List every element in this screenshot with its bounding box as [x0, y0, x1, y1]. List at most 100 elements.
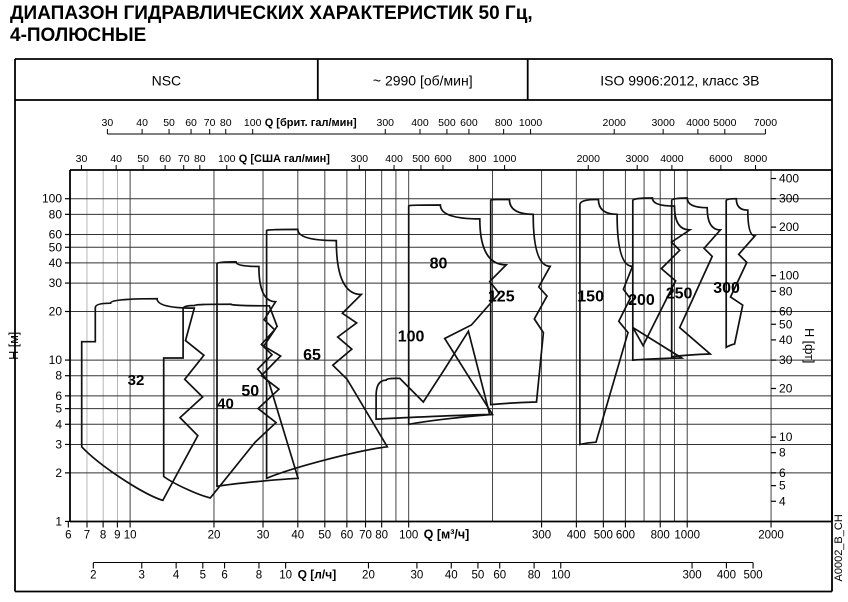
svg-text:100: 100 [779, 269, 799, 283]
svg-text:50: 50 [472, 570, 485, 582]
svg-text:400: 400 [779, 172, 799, 186]
svg-text:20: 20 [362, 570, 375, 582]
svg-text:H [фт]: H [фт] [802, 328, 816, 363]
svg-text:80: 80 [528, 570, 541, 582]
svg-text:Q [США гал/мин]: Q [США гал/мин] [239, 153, 331, 165]
svg-text:100: 100 [399, 530, 418, 542]
svg-text:500: 500 [594, 530, 613, 542]
svg-text:10: 10 [49, 353, 63, 367]
svg-text:6: 6 [65, 530, 71, 542]
svg-text:7: 7 [84, 530, 90, 542]
svg-text:600: 600 [460, 117, 478, 129]
svg-text:10: 10 [779, 430, 793, 444]
svg-text:800: 800 [651, 530, 670, 542]
svg-text:4000: 4000 [686, 117, 710, 129]
svg-text:250: 250 [666, 286, 693, 303]
svg-text:1: 1 [55, 514, 62, 528]
svg-text:80: 80 [49, 207, 63, 221]
svg-text:40: 40 [217, 396, 234, 413]
svg-text:40: 40 [779, 333, 793, 347]
svg-text:200: 200 [779, 220, 799, 234]
svg-text:30: 30 [102, 117, 114, 129]
svg-text:10: 10 [279, 570, 292, 582]
svg-text:9: 9 [114, 530, 120, 542]
svg-text:2000: 2000 [577, 153, 601, 165]
svg-text:300: 300 [377, 117, 395, 129]
svg-text:100: 100 [42, 192, 62, 206]
svg-text:2000: 2000 [758, 530, 784, 542]
svg-text:125: 125 [488, 289, 515, 306]
svg-text:8: 8 [256, 570, 262, 582]
svg-text:30: 30 [49, 276, 63, 290]
svg-text:4: 4 [55, 417, 62, 431]
svg-text:40: 40 [110, 153, 122, 165]
svg-text:300: 300 [682, 570, 701, 582]
svg-text:2: 2 [90, 570, 96, 582]
svg-text:300: 300 [713, 280, 740, 297]
svg-text:400: 400 [717, 570, 736, 582]
svg-text:65: 65 [303, 347, 321, 364]
svg-text:100: 100 [551, 570, 570, 582]
svg-text:100: 100 [244, 117, 262, 129]
svg-text:60: 60 [185, 117, 197, 129]
svg-text:5: 5 [200, 570, 206, 582]
svg-text:40: 40 [291, 530, 304, 542]
svg-text:8: 8 [779, 446, 786, 460]
svg-text:8: 8 [100, 530, 106, 542]
svg-text:300: 300 [532, 530, 551, 542]
svg-text:50: 50 [137, 153, 149, 165]
svg-text:50: 50 [241, 383, 259, 400]
svg-text:20: 20 [779, 381, 793, 395]
svg-text:800: 800 [495, 117, 513, 129]
svg-text:Q [л/ч]: Q [л/ч] [298, 568, 337, 582]
svg-text:80: 80 [194, 153, 206, 165]
svg-text:50: 50 [318, 530, 331, 542]
svg-text:1000: 1000 [493, 153, 517, 165]
svg-text:70: 70 [204, 117, 216, 129]
svg-text:4: 4 [779, 494, 786, 508]
svg-text:100: 100 [398, 329, 425, 346]
svg-text:1000: 1000 [674, 530, 700, 542]
svg-text:4000: 4000 [660, 153, 684, 165]
svg-text:300: 300 [351, 153, 369, 165]
svg-text:30: 30 [257, 530, 270, 542]
svg-text:20: 20 [49, 304, 63, 318]
svg-text:80: 80 [220, 117, 232, 129]
svg-text:7000: 7000 [754, 117, 778, 129]
svg-text:50: 50 [49, 240, 63, 254]
svg-text:80: 80 [375, 530, 388, 542]
svg-text:Q [м³/ч]: Q [м³/ч] [424, 528, 470, 542]
svg-text:60: 60 [159, 153, 171, 165]
svg-text:500: 500 [743, 570, 762, 582]
svg-text:2000: 2000 [603, 117, 627, 129]
svg-text:ISO 9906:2012, класс 3В: ISO 9906:2012, класс 3В [600, 73, 759, 89]
svg-text:5: 5 [779, 479, 786, 493]
svg-text:6000: 6000 [709, 153, 733, 165]
svg-text:30: 30 [779, 353, 793, 367]
svg-text:400: 400 [567, 530, 586, 542]
svg-text:2: 2 [55, 466, 62, 480]
svg-text:40: 40 [445, 570, 458, 582]
svg-text:500: 500 [412, 153, 430, 165]
svg-text:600: 600 [616, 530, 635, 542]
svg-text:40: 40 [136, 117, 148, 129]
svg-text:40: 40 [49, 256, 63, 270]
svg-text:150: 150 [577, 289, 604, 306]
svg-text:100: 100 [218, 153, 236, 165]
svg-text:~ 2990 [об/мин]: ~ 2990 [об/мин] [373, 73, 473, 89]
svg-text:A0002_B_CH: A0002_B_CH [833, 514, 845, 581]
svg-text:8: 8 [55, 369, 62, 383]
svg-text:50: 50 [779, 317, 793, 331]
svg-text:600: 600 [434, 153, 452, 165]
svg-text:3: 3 [139, 570, 145, 582]
svg-text:50: 50 [163, 117, 175, 129]
svg-text:500: 500 [438, 117, 456, 129]
svg-text:6: 6 [221, 570, 227, 582]
svg-text:30: 30 [411, 570, 424, 582]
svg-text:80: 80 [430, 255, 448, 272]
svg-text:Q [брит. гал/мин]: Q [брит. гал/мин] [265, 117, 357, 129]
svg-text:4: 4 [173, 570, 180, 582]
svg-text:400: 400 [385, 153, 403, 165]
svg-text:32: 32 [128, 372, 145, 389]
svg-text:3000: 3000 [626, 153, 650, 165]
